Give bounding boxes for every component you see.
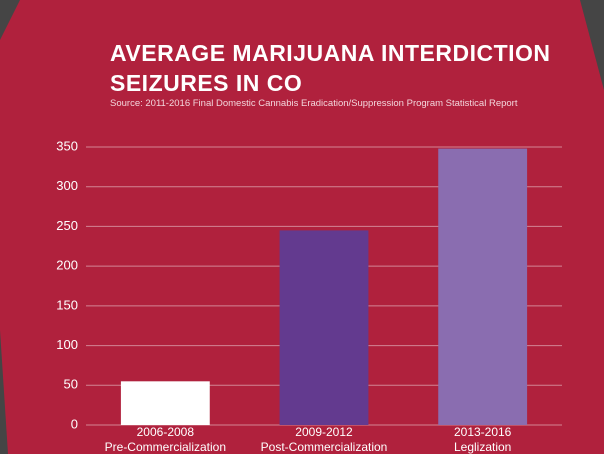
x-tick-label: Leglization	[454, 440, 511, 454]
x-tick-label: 2009-2012	[295, 425, 353, 439]
y-tick-label: 0	[71, 416, 78, 431]
y-tick-label: 350	[56, 138, 78, 153]
bar	[438, 148, 528, 426]
chart-title: AVERAGE MARIJUANA INTERDICTION SEIZURES …	[110, 40, 551, 96]
chart-subtitle: Source: 2011-2016 Final Domestic Cannabi…	[110, 98, 518, 109]
x-tick-label: Pre-Commercialization	[105, 440, 226, 454]
y-tick-label: 300	[56, 178, 78, 193]
y-tick-label: 50	[64, 377, 78, 392]
bar	[279, 230, 369, 425]
y-tick-label: 250	[56, 218, 78, 233]
y-tick-label: 150	[56, 297, 78, 312]
y-tick-label: 200	[56, 258, 78, 273]
x-tick-label: Post-Commercialization	[261, 440, 388, 454]
x-tick-label: 2006-2008	[137, 425, 195, 439]
bar	[120, 381, 210, 425]
y-tick-label: 100	[56, 337, 78, 352]
x-tick-label: 2013-2016	[454, 425, 512, 439]
